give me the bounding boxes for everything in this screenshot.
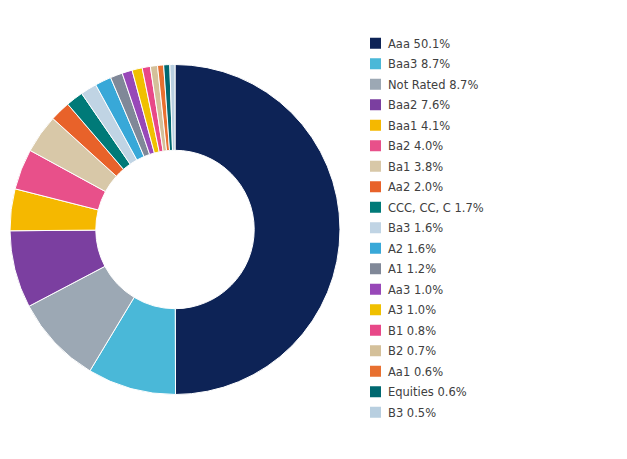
slice [10, 230, 105, 306]
legend-swatch [370, 202, 381, 213]
legend-label: Ba3 1.6% [388, 221, 443, 235]
legend-label: A1 1.2% [388, 262, 436, 276]
legend-label: A3 1.0% [388, 303, 436, 317]
legend-label: B1 0.8% [388, 324, 436, 338]
legend-swatch [370, 38, 381, 49]
legend-label: Baa2 7.6% [388, 98, 450, 112]
legend-label: Not Rated 8.7% [388, 78, 478, 92]
legend-label: B2 0.7% [388, 344, 436, 358]
legend-swatch [370, 263, 381, 274]
legend-swatch [370, 407, 381, 418]
legend-label: B3 0.5% [388, 406, 436, 420]
chart-container: Aaa 50.1% Baa3 8.7% Not Rated 8.7% Baa2 7.6… [0, 0, 627, 459]
legend-swatch [370, 161, 381, 172]
legend-swatch [370, 99, 381, 110]
slice [175, 65, 340, 395]
slice [170, 65, 175, 151]
legend-swatch [370, 284, 381, 295]
legend-swatch [370, 345, 381, 356]
legend-label: Aa3 1.0% [388, 283, 443, 297]
legend-label: Aaa 50.1% [388, 37, 450, 51]
legend-swatch [370, 181, 381, 192]
chart: Aaa 50.1% Baa3 8.7% Not Rated 8.7% Baa2 7.6… [0, 0, 627, 459]
legend-label: CCC, CC, C 1.7% [388, 201, 484, 215]
legend-label: Ba2 4.0% [388, 139, 443, 153]
legend-label: A2 1.6% [388, 242, 436, 256]
legend-label: Aa2 2.0% [388, 180, 443, 194]
legend: Aaa 50.1% Baa3 8.7% Not Rated 8.7% Baa2 7.6… [370, 37, 484, 420]
legend-swatch [370, 243, 381, 254]
legend-swatch [370, 366, 381, 377]
legend-swatch [370, 222, 381, 233]
legend-swatch [370, 386, 381, 397]
legend-swatch [370, 304, 381, 315]
legend-label: Baa1 4.1% [388, 119, 450, 133]
legend-label: Ba1 3.8% [388, 160, 443, 174]
legend-label: Aa1 0.6% [388, 365, 443, 379]
legend-swatch [370, 79, 381, 90]
legend-swatch [370, 120, 381, 131]
legend-swatch [370, 58, 381, 69]
legend-swatch [370, 325, 381, 336]
legend-swatch [370, 140, 381, 151]
legend-label: Baa3 8.7% [388, 57, 450, 71]
slices [10, 65, 340, 395]
legend-label: Equities 0.6% [388, 385, 467, 399]
